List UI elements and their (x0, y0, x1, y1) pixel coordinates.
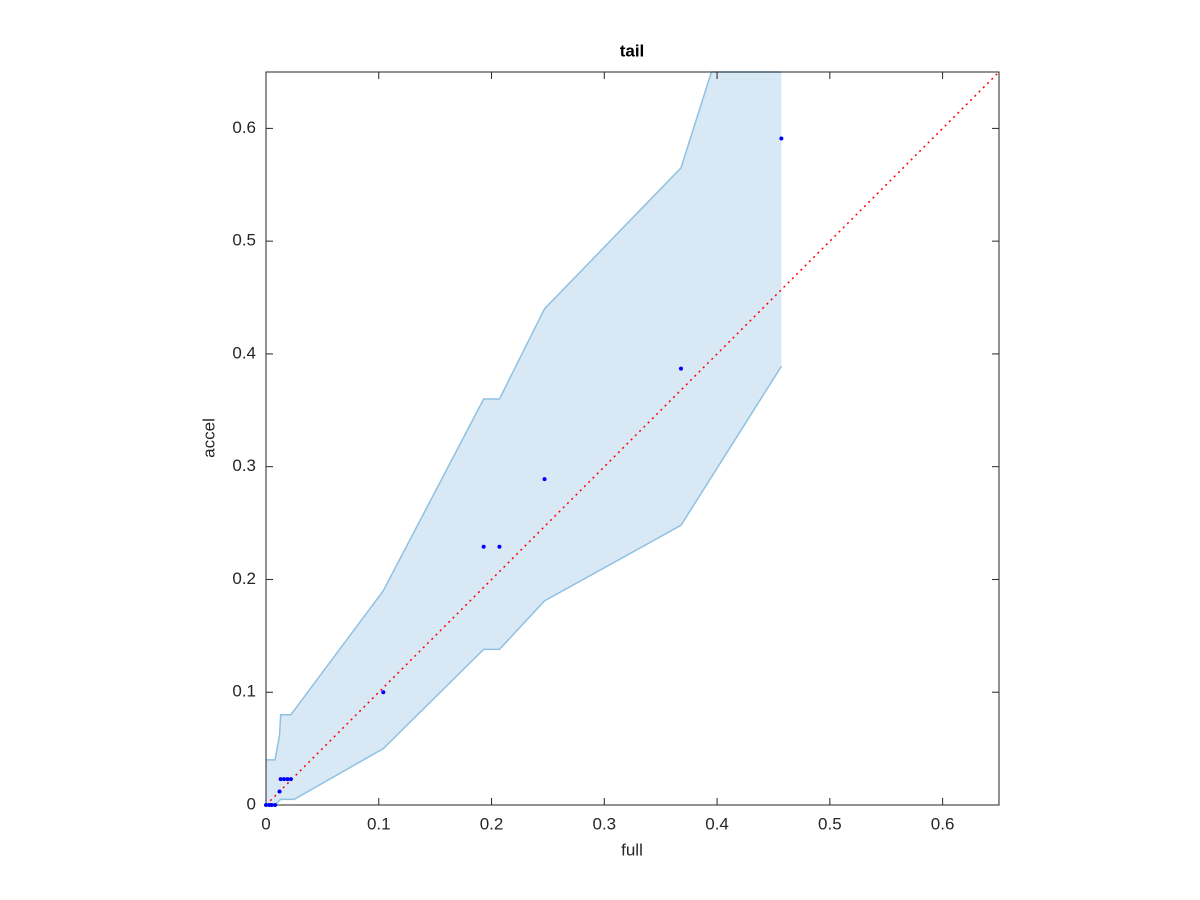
chart-title: tail (620, 41, 645, 60)
point (273, 803, 278, 807)
y-tick-label: 0.3 (232, 456, 256, 475)
point (277, 789, 282, 794)
y-tick-label: 0.6 (232, 118, 256, 137)
y-tick-label: 0.1 (232, 682, 256, 701)
x-tick-label: 0.2 (480, 814, 504, 833)
band-fill (266, 72, 782, 805)
point (278, 777, 283, 782)
x-axis-label: full (621, 840, 643, 859)
y-tick-label: 0.4 (232, 343, 256, 362)
band-upper-edge (266, 71, 782, 761)
point (285, 777, 290, 782)
point (282, 777, 287, 782)
point (269, 803, 274, 807)
y-tick-label: 0 (247, 794, 256, 813)
point (288, 777, 293, 782)
y-tick-label: 0.2 (232, 569, 256, 588)
point (264, 803, 268, 807)
point (481, 544, 486, 549)
point (779, 136, 784, 141)
x-tick-label: 0 (261, 814, 270, 833)
x-tick-label: 0.3 (592, 814, 616, 833)
y-axis-label: accel (199, 418, 218, 458)
x-tick-label: 0.1 (367, 814, 391, 833)
y-tick-label: 0.5 (232, 231, 256, 250)
point (497, 544, 502, 549)
axes-box (265, 71, 1000, 806)
band-lower-edge (266, 365, 782, 806)
point (678, 366, 683, 371)
point (381, 690, 386, 695)
point (542, 477, 547, 482)
x-tick-label: 0.5 (818, 814, 842, 833)
x-tick-label: 0.6 (931, 814, 955, 833)
x-tick-label: 0.4 (705, 814, 729, 833)
